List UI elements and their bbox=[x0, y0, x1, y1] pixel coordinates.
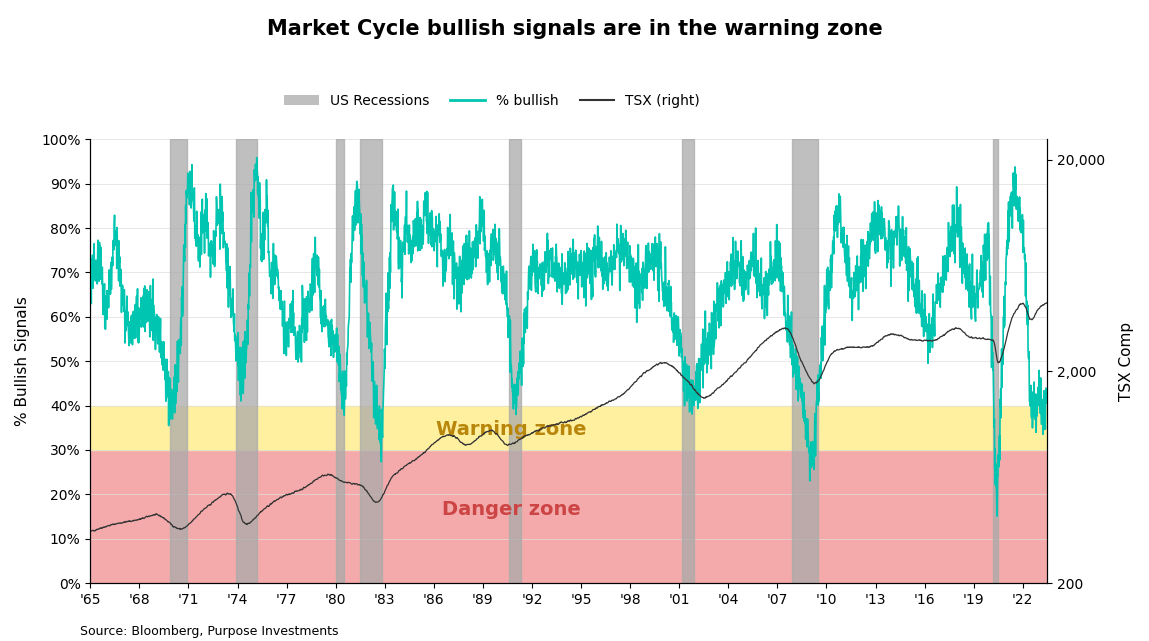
Text: Warning zone: Warning zone bbox=[437, 420, 587, 440]
Text: Source: Bloomberg, Purpose Investments: Source: Bloomberg, Purpose Investments bbox=[80, 624, 339, 638]
Bar bbox=[993, 139, 998, 583]
Bar bbox=[170, 139, 187, 583]
Bar bbox=[236, 139, 257, 583]
Bar bbox=[336, 139, 344, 583]
Legend: US Recessions, % bullish, TSX (right): US Recessions, % bullish, TSX (right) bbox=[279, 88, 705, 113]
Bar bbox=[509, 139, 520, 583]
Text: Market Cycle bullish signals are in the warning zone: Market Cycle bullish signals are in the … bbox=[267, 19, 882, 39]
Bar bbox=[91, 450, 1047, 583]
Y-axis label: TSX Comp: TSX Comp bbox=[1119, 322, 1134, 401]
Bar bbox=[91, 406, 1047, 450]
Bar bbox=[361, 139, 381, 583]
Y-axis label: % Bullish Signals: % Bullish Signals bbox=[15, 296, 30, 426]
Bar bbox=[792, 139, 818, 583]
Text: Danger zone: Danger zone bbox=[442, 501, 580, 519]
Bar bbox=[683, 139, 694, 583]
